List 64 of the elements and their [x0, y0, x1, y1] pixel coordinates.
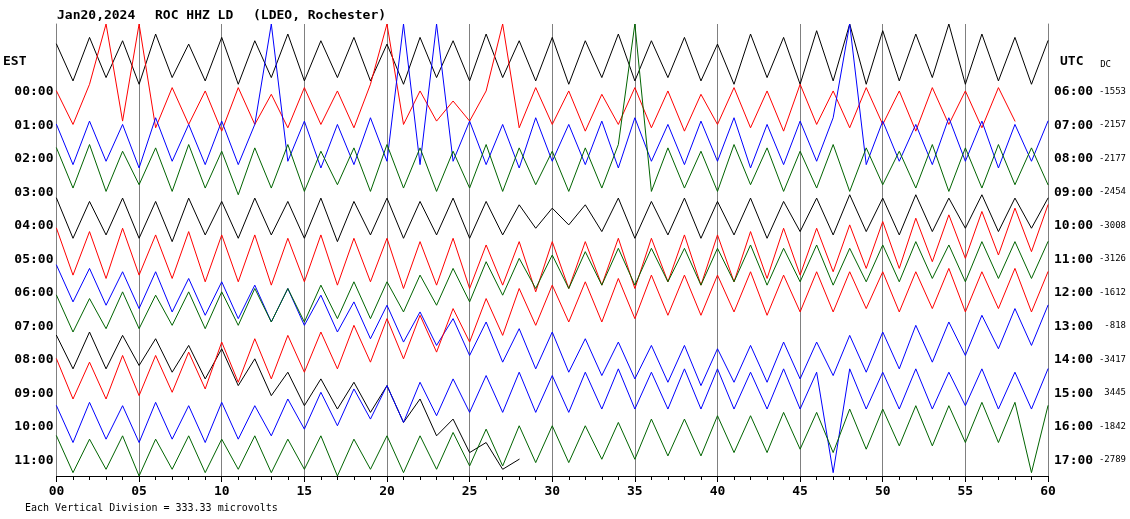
- text: -3008: [1098, 219, 1126, 230]
- text: -2454: [1098, 186, 1126, 197]
- chart-title: Jan20,2024: [57, 7, 136, 22]
- text: -3417: [1098, 353, 1126, 364]
- line-series: [55, 241, 1049, 333]
- y-tick-label: 06:00: [14, 284, 54, 300]
- line-series: [55, 331, 520, 470]
- text: -1553: [1098, 85, 1126, 96]
- x-tick-label: 05: [131, 483, 147, 498]
- y-tick-label: 05:00: [14, 250, 54, 266]
- chart-subtitle: ROC HHZ LD: [155, 7, 234, 22]
- line-series: [55, 204, 1049, 293]
- y-axis-title: EST: [3, 52, 27, 68]
- y-tick-label: 03:00: [14, 183, 54, 199]
- x-tick-label: 30: [544, 483, 561, 498]
- y2-tick-label: 15:00: [1054, 384, 1094, 400]
- y2-tick-label: 13:00: [1054, 317, 1094, 333]
- text: -3126: [1098, 253, 1126, 264]
- text: Each Vertical Division = 333.33 microvolts: [25, 501, 278, 513]
- text: -818: [1104, 320, 1126, 331]
- x-tick-label: 00: [48, 483, 65, 498]
- y2-tick-label: 14:00: [1054, 351, 1094, 367]
- y2-tick-label: 16:00: [1054, 418, 1094, 434]
- x-tick-label: 35: [627, 483, 643, 498]
- y2-tick-label: 10:00: [1054, 217, 1094, 233]
- y-tick-label: 08:00: [14, 351, 54, 367]
- text: -2157: [1098, 119, 1126, 130]
- y2-tick-label: 06:00: [1054, 83, 1094, 99]
- y2-axis-title: UTC: [1060, 52, 1084, 68]
- text: 3445: [1104, 387, 1126, 398]
- y-tick-label: 11:00: [14, 451, 54, 467]
- line-series: [55, 23, 1049, 85]
- y2-tick-label: 09:00: [1054, 183, 1094, 199]
- y2-tick-label: 07:00: [1054, 116, 1094, 132]
- text: -2177: [1098, 152, 1126, 163]
- y2-tick-label: 11:00: [1054, 250, 1094, 266]
- y-tick-label: 07:00: [14, 317, 54, 333]
- x-tick-label: 25: [461, 483, 478, 498]
- y-tick-label: 04:00: [14, 217, 54, 233]
- line-series: [55, 194, 1049, 243]
- text: DC: [1100, 58, 1112, 69]
- y2-tick-label: 17:00: [1054, 451, 1094, 467]
- x-tick-label: 40: [709, 483, 726, 498]
- x-tick-label: 55: [957, 483, 974, 498]
- text: (LDEO, Rochester): [253, 7, 387, 22]
- text: -2789: [1098, 454, 1126, 465]
- x-tick-label: 60: [1040, 483, 1056, 498]
- y-tick-label: 00:00: [14, 83, 54, 99]
- x-tick-label: 50: [874, 483, 891, 498]
- y-tick-label: 02:00: [14, 150, 54, 166]
- line-series: [55, 23, 1049, 169]
- text: -1612: [1098, 286, 1126, 297]
- line-series: [55, 23, 1016, 132]
- x-tick-label: 10: [213, 483, 230, 498]
- x-tick-label: 20: [379, 483, 395, 498]
- y-tick-label: 09:00: [14, 384, 54, 400]
- y2-tick-label: 12:00: [1054, 284, 1094, 300]
- y-tick-label: 01:00: [14, 116, 54, 132]
- text: -1842: [1098, 420, 1126, 431]
- x-tick-label: 15: [296, 483, 313, 498]
- line-series: [55, 23, 1049, 196]
- y2-tick-label: 08:00: [1054, 150, 1094, 166]
- x-tick-label: 45: [792, 483, 808, 498]
- y-tick-label: 10:00: [14, 418, 54, 434]
